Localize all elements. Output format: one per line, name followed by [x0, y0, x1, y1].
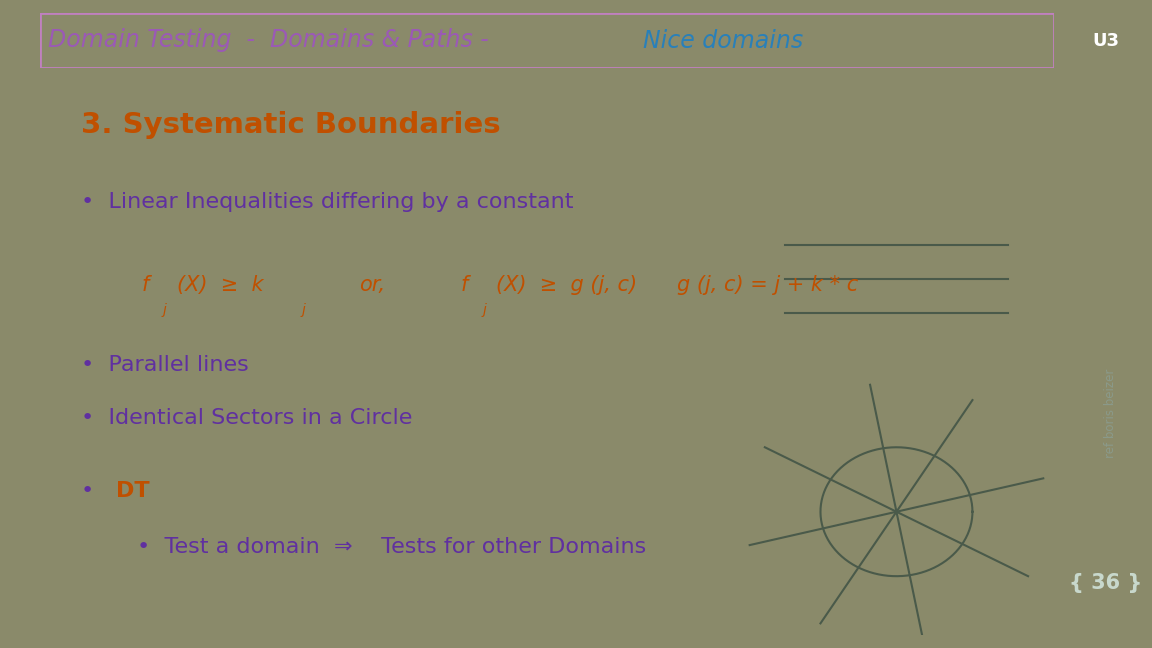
- Text: j: j: [482, 303, 486, 317]
- Text: (X)  ≥  k: (X) ≥ k: [177, 275, 264, 295]
- Text: DT: DT: [116, 481, 150, 501]
- Text: f: f: [461, 275, 468, 295]
- Text: j: j: [162, 303, 167, 317]
- Text: •  Parallel lines: • Parallel lines: [81, 355, 249, 375]
- Text: j: j: [302, 303, 305, 317]
- Text: •  Linear Inequalities differing by a constant: • Linear Inequalities differing by a con…: [81, 192, 574, 213]
- Text: Domain Testing  -  Domains & Paths -: Domain Testing - Domains & Paths -: [48, 29, 497, 52]
- Text: (X)  ≥  g (j, c): (X) ≥ g (j, c): [497, 275, 637, 295]
- Text: Nice domains: Nice domains: [643, 29, 803, 52]
- Text: •  Test a domain  ⇒    Tests for other Domains: • Test a domain ⇒ Tests for other Domain…: [137, 537, 646, 557]
- Text: { 36 }: { 36 }: [1069, 573, 1143, 593]
- Text: f: f: [142, 275, 149, 295]
- Text: 3. Systematic Boundaries: 3. Systematic Boundaries: [81, 111, 500, 139]
- Text: g (j, c) = j + k * c: g (j, c) = j + k * c: [676, 275, 858, 295]
- Text: or,: or,: [359, 275, 386, 295]
- Text: •: •: [81, 481, 108, 501]
- Text: U3: U3: [1092, 32, 1120, 49]
- Text: •  Identical Sectors in a Circle: • Identical Sectors in a Circle: [81, 408, 412, 428]
- Text: ref boris beizer: ref boris beizer: [1104, 369, 1117, 457]
